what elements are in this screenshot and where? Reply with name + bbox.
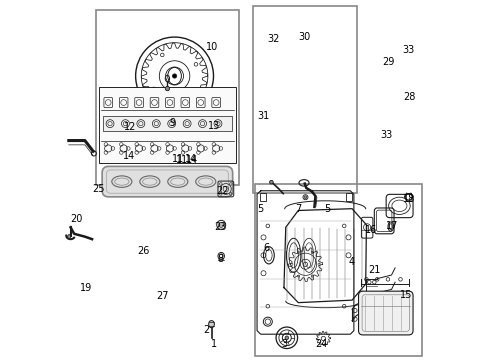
Text: 30: 30 [298,32,310,42]
Bar [255,184,421,356]
Text: 21: 21 [367,265,380,275]
Text: 17: 17 [385,221,398,231]
Text: 6: 6 [263,243,268,253]
Text: 14: 14 [185,155,198,165]
Bar [346,193,351,201]
Text: 4: 4 [348,257,354,267]
Text: 15: 15 [399,291,411,301]
Text: 24: 24 [315,339,327,349]
FancyBboxPatch shape [358,291,412,335]
Text: 11: 11 [172,154,184,164]
Text: 3: 3 [280,339,286,349]
Text: 33: 33 [402,45,414,55]
Bar [99,87,235,163]
Text: 13: 13 [207,121,220,131]
Text: 19: 19 [80,283,92,293]
Text: 12: 12 [124,122,136,132]
Bar [260,193,265,201]
Ellipse shape [208,320,214,328]
Text: 28: 28 [403,92,415,102]
Text: 5: 5 [256,204,263,214]
Text: 22: 22 [216,186,229,197]
Ellipse shape [304,196,306,199]
Text: 14: 14 [122,150,135,161]
Text: 7: 7 [295,204,301,214]
Ellipse shape [218,222,223,227]
Text: 11: 11 [175,155,187,165]
Ellipse shape [67,234,70,239]
Text: 2: 2 [203,325,209,335]
Text: 33: 33 [379,130,391,140]
Text: 9: 9 [169,118,176,128]
Ellipse shape [172,74,176,78]
Ellipse shape [285,336,288,339]
Text: 14: 14 [185,154,197,164]
Text: 5: 5 [323,204,329,214]
Text: 29: 29 [382,57,394,67]
Ellipse shape [269,180,273,184]
Text: 1: 1 [210,339,217,349]
Ellipse shape [201,125,204,129]
Text: 16: 16 [364,225,376,235]
Text: 26: 26 [137,246,149,256]
Text: 25: 25 [92,184,104,194]
Text: 32: 32 [267,35,280,44]
Bar [253,6,357,193]
Text: 23: 23 [213,222,226,232]
Text: 10: 10 [205,42,218,51]
FancyBboxPatch shape [102,166,232,197]
Bar [96,10,239,185]
Bar [102,116,231,131]
Text: 20: 20 [70,215,82,224]
Text: 27: 27 [156,291,168,301]
Text: 8: 8 [217,254,223,264]
Ellipse shape [165,86,169,91]
Text: 31: 31 [257,111,269,121]
Text: 18: 18 [403,194,415,204]
